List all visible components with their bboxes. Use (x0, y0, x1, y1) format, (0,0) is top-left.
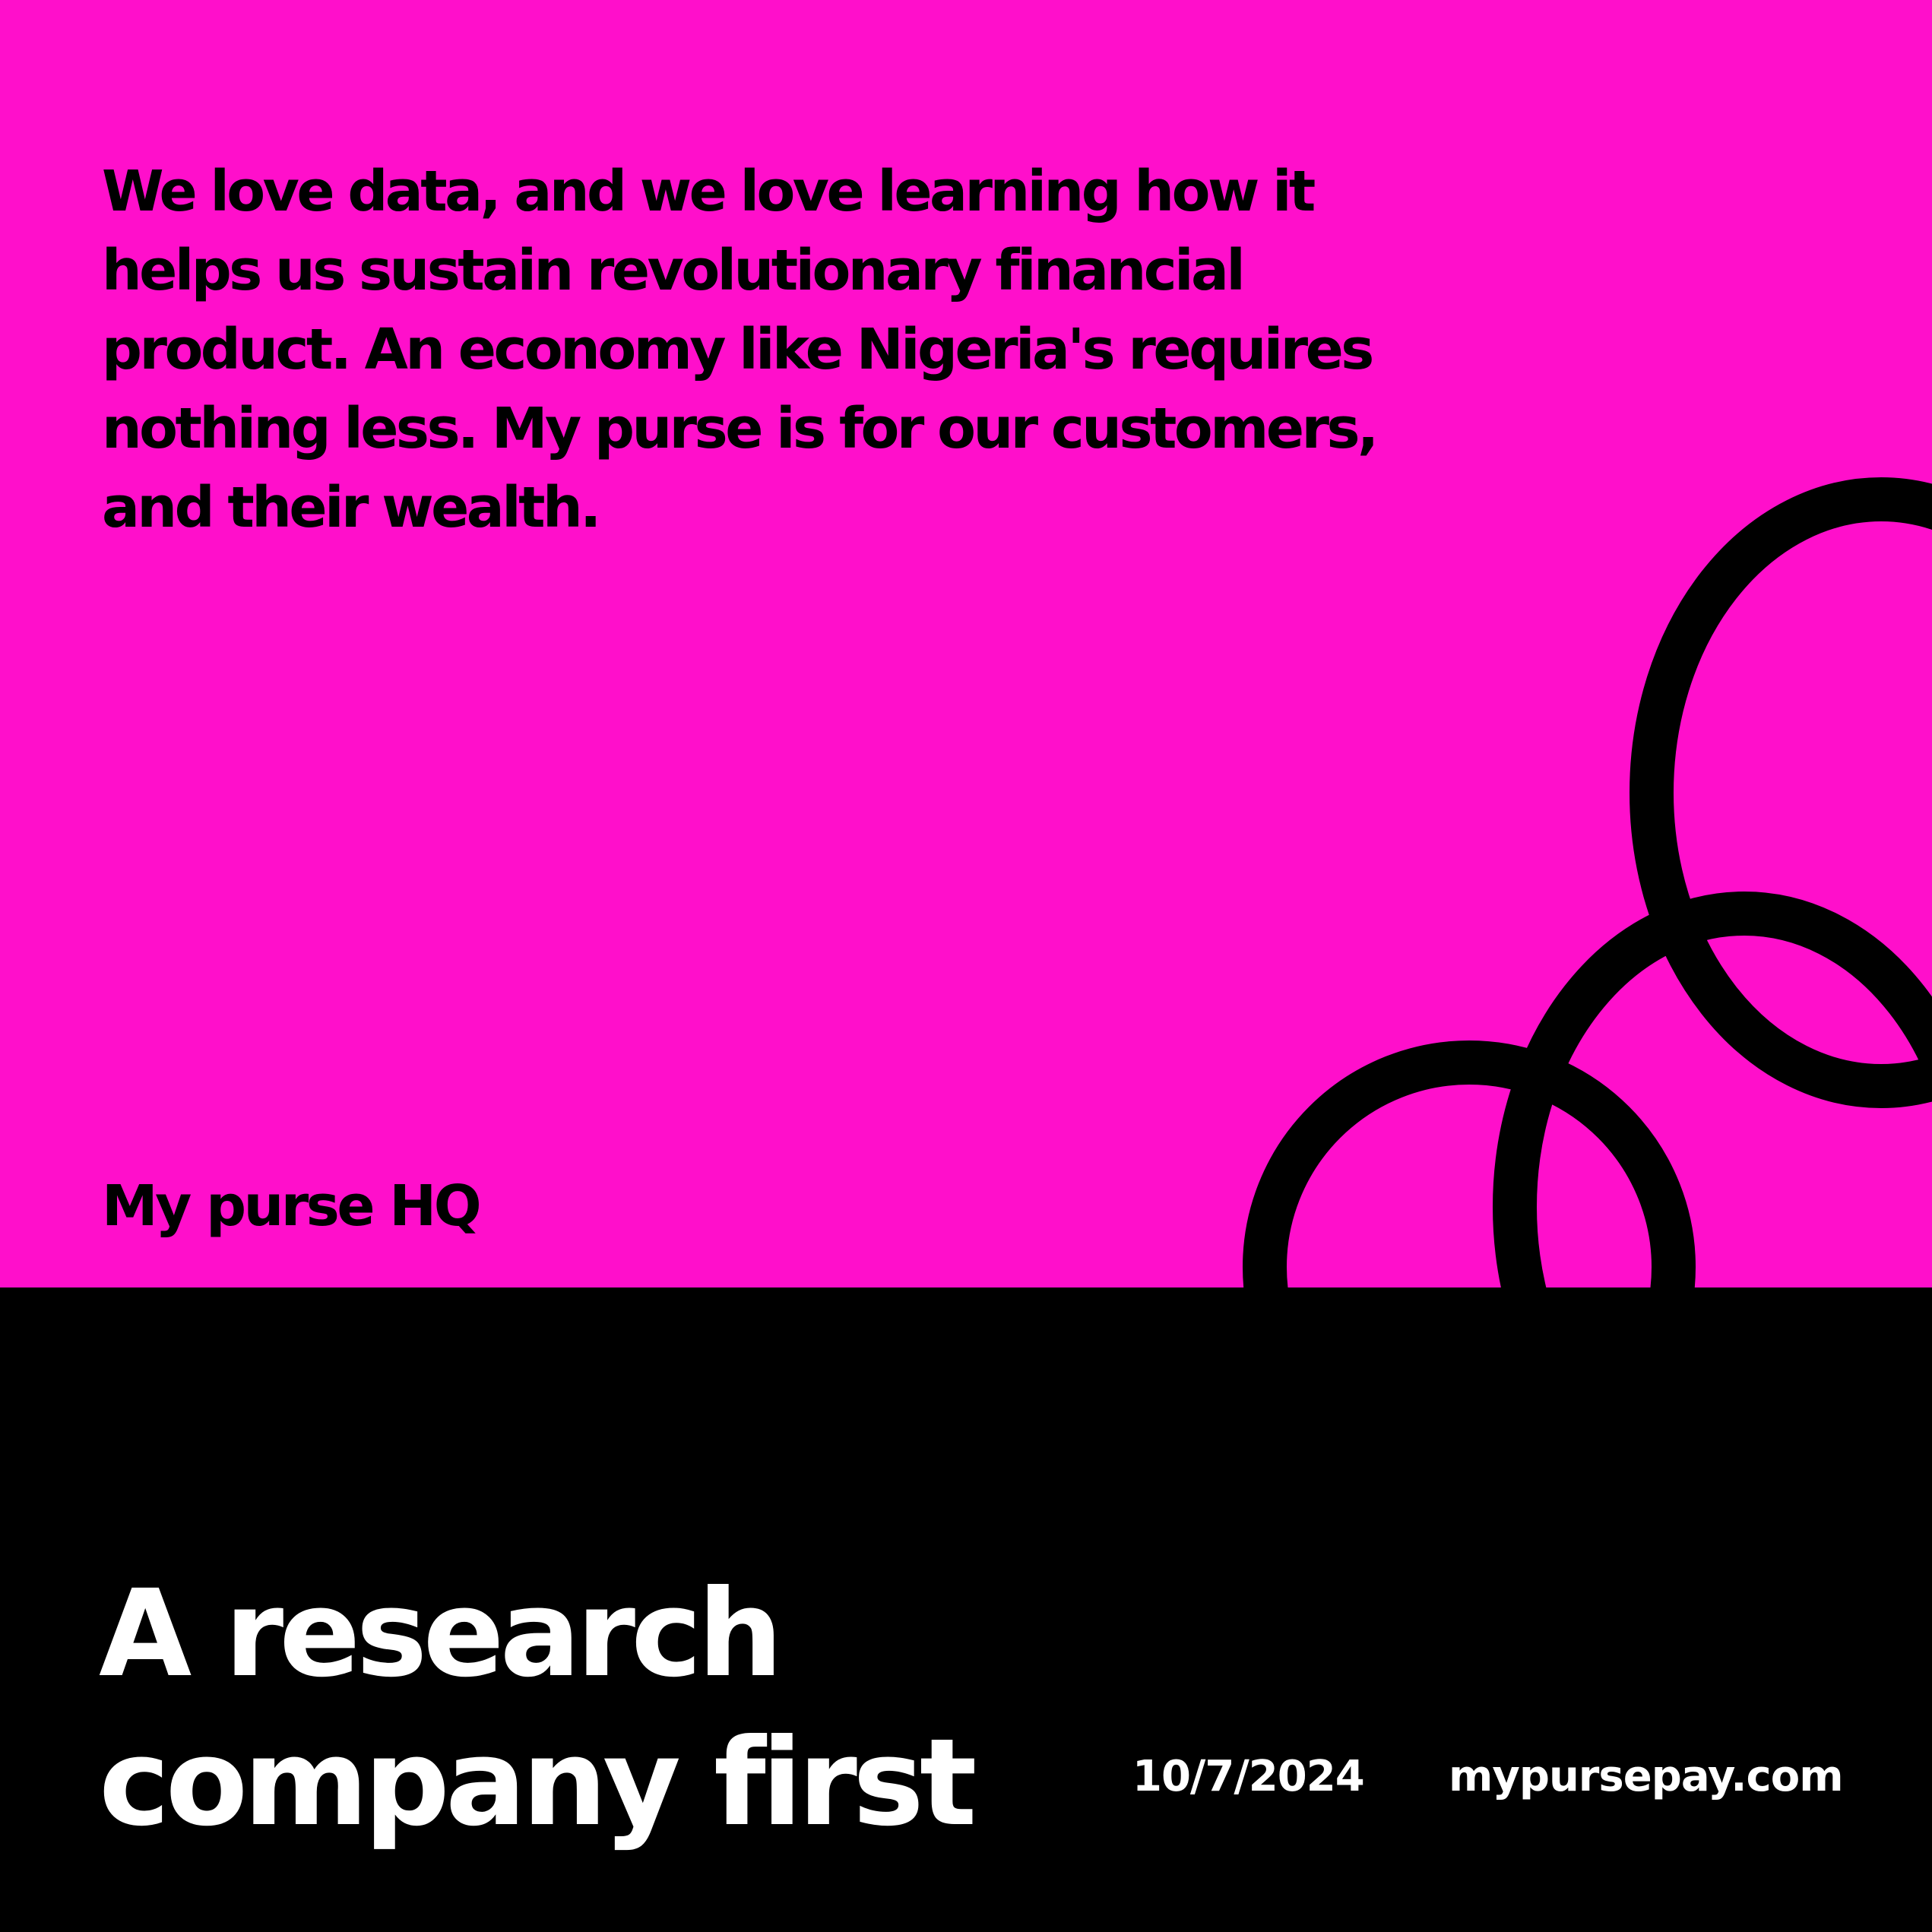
intro-paragraph: We love data, and we love learning how i… (102, 159, 1379, 540)
pink-panel: We love data, and we love learning how i… (0, 0, 1932, 1287)
black-panel (0, 1287, 1932, 1932)
post-date: 10/7/2024 (1132, 1752, 1365, 1801)
interlocking-rings-graphic (1243, 477, 1932, 1287)
large-ring (1630, 477, 1932, 1108)
organization-name: My purse HQ (102, 1173, 482, 1239)
middle-ring (1493, 892, 1932, 1287)
headline: A research company first (99, 1564, 977, 1853)
small-ring (1243, 1040, 1696, 1287)
website-link[interactable]: mypursepay.com (1449, 1752, 1844, 1801)
